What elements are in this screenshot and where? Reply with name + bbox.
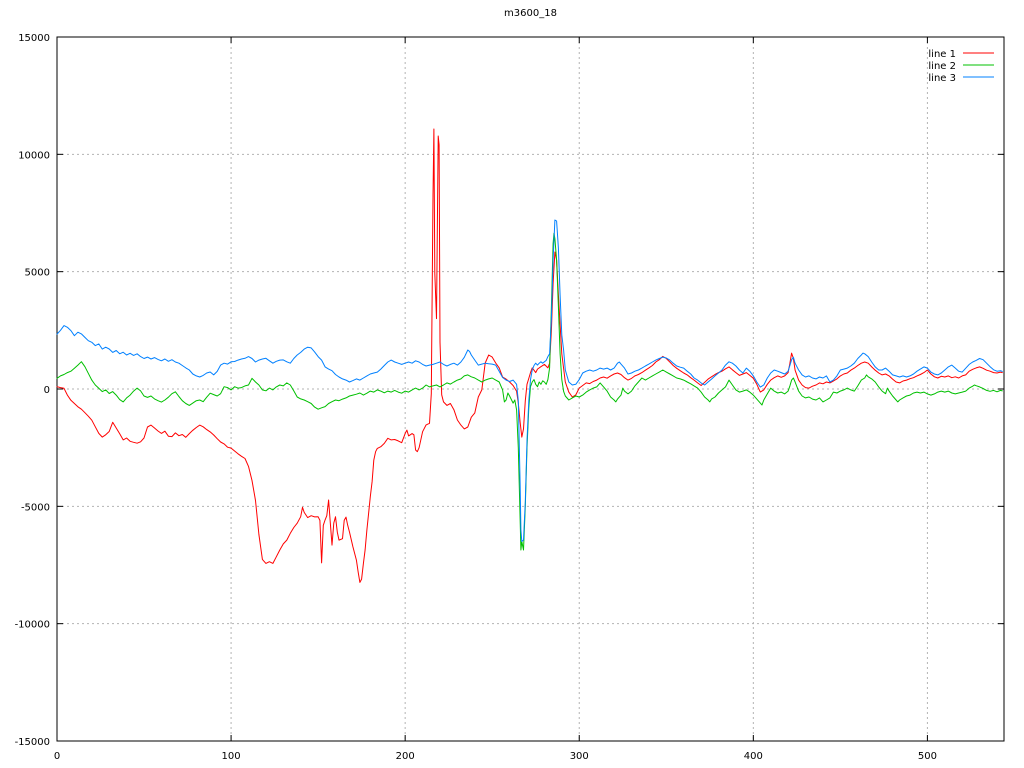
y-tick-label: 5000	[25, 268, 50, 279]
y-tick-label: -5000	[21, 502, 50, 513]
legend-label: line 2	[928, 61, 956, 72]
x-tick-label: 0	[54, 751, 60, 762]
y-tick-label: 10000	[18, 150, 50, 161]
x-tick-label: 200	[396, 751, 415, 762]
y-tick-label: 15000	[18, 33, 50, 44]
y-tick-label: -10000	[15, 620, 50, 631]
x-tick-label: 300	[570, 751, 589, 762]
x-tick-label: 400	[744, 751, 763, 762]
y-tick-label: -15000	[15, 737, 50, 748]
x-tick-label: 500	[918, 751, 937, 762]
legend-label: line 3	[928, 73, 956, 84]
x-tick-label: 100	[222, 751, 241, 762]
chart-title: m3600_18	[504, 8, 557, 19]
series-line-2	[56, 232, 1003, 551]
legend-label: line 1	[928, 49, 956, 60]
y-tick-label: 0	[44, 385, 50, 396]
series-line-3	[56, 219, 1003, 542]
